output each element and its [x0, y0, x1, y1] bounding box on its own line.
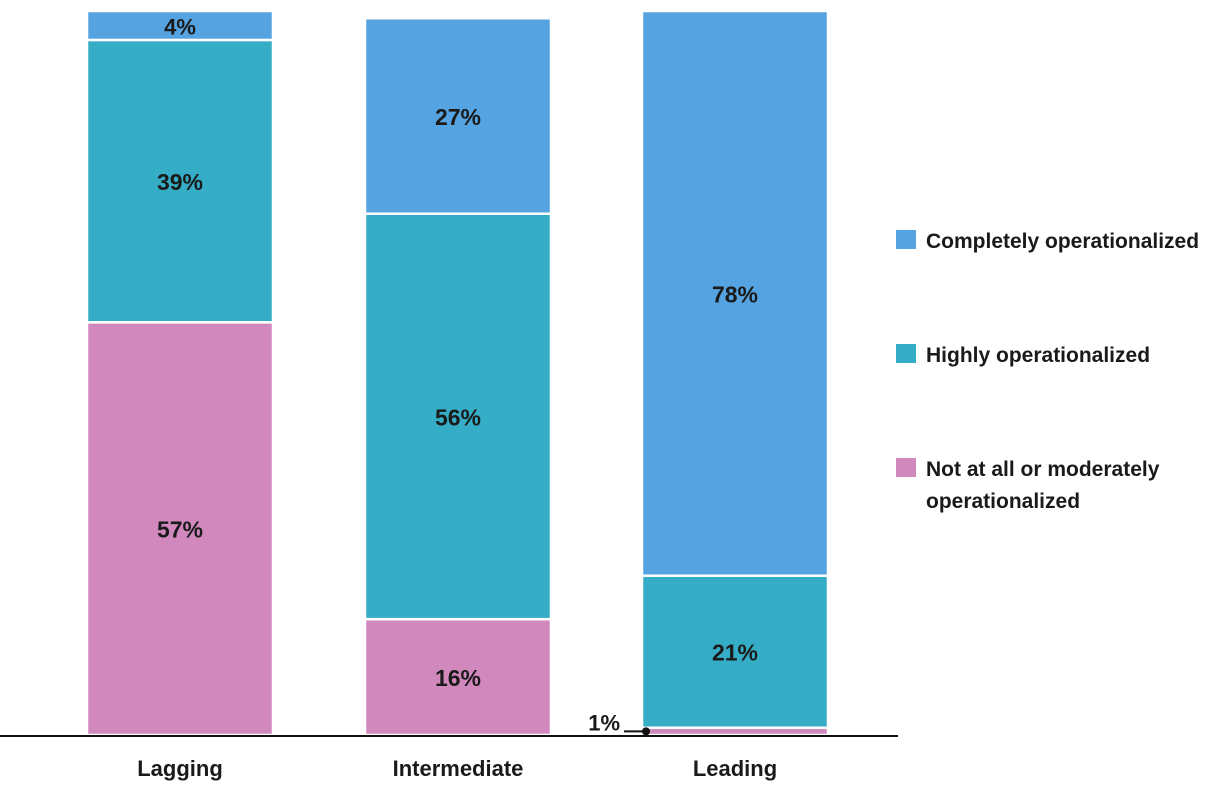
data-label-leading-completely-operationalized: 78%	[712, 281, 758, 307]
bar-intermediate-not-at-all-or-moderately-operationalized	[363, 617, 553, 737]
legend-label-highly: Highly operationalized	[926, 344, 1151, 367]
data-label-intermediate-completely-operationalized: 27%	[435, 104, 481, 130]
x-tick-label-lagging: Lagging	[137, 756, 223, 781]
callout-dot-leading	[642, 727, 650, 736]
legend-item-completely: Completely operationalized	[896, 226, 1206, 340]
chart-legend: Completely operationalized Highly operat…	[896, 226, 1206, 568]
data-label-intermediate-highly-operationalized: 56%	[435, 404, 481, 430]
x-tick-label-intermediate: Intermediate	[393, 756, 524, 781]
x-axis-tick-labels: Lagging Intermediate Leading	[137, 756, 777, 781]
legend-item-not-at-all: Not at all or moderately operationalized	[896, 454, 1206, 568]
bar-lagging-completely-operationalized	[85, 9, 275, 42]
data-label-leading-highly-operationalized: 21%	[712, 640, 758, 666]
legend-item-highly: Highly operationalized	[896, 340, 1206, 454]
data-label-leading-not-at-all-or-moderately-operationalized: 1%	[588, 710, 620, 735]
legend-label-not-at-all: Not at all or moderately operationalized	[926, 458, 1160, 513]
legend-label-completely: Completely operationalized	[926, 230, 1200, 253]
bar-leading-highly-operationalized	[640, 574, 830, 730]
data-label-lagging-not-at-all-or-moderately-operationalized: 57%	[157, 517, 203, 543]
data-label-lagging-highly-operationalized: 39%	[157, 169, 203, 195]
bar-leading-completely-operationalized	[640, 9, 830, 577]
bar-lagging-not-at-all-or-moderately-operationalized	[85, 321, 275, 737]
data-label-lagging-completely-operationalized: 4%	[164, 14, 196, 39]
bar-segments	[85, 9, 830, 737]
bar-lagging-highly-operationalized	[85, 38, 275, 324]
legend-swatch-not-at-all	[896, 458, 916, 477]
bar-intermediate-completely-operationalized	[363, 16, 553, 215]
bar-intermediate-highly-operationalized	[363, 212, 553, 621]
data-label-intermediate-not-at-all-or-moderately-operationalized: 16%	[435, 665, 481, 691]
legend-swatch-highly	[896, 344, 916, 363]
x-tick-label-leading: Leading	[693, 756, 777, 781]
legend-swatch-completely	[896, 230, 916, 249]
data-labels: 57% 39% 4% 16% 56% 27% 1% 21% 78%	[157, 14, 758, 736]
